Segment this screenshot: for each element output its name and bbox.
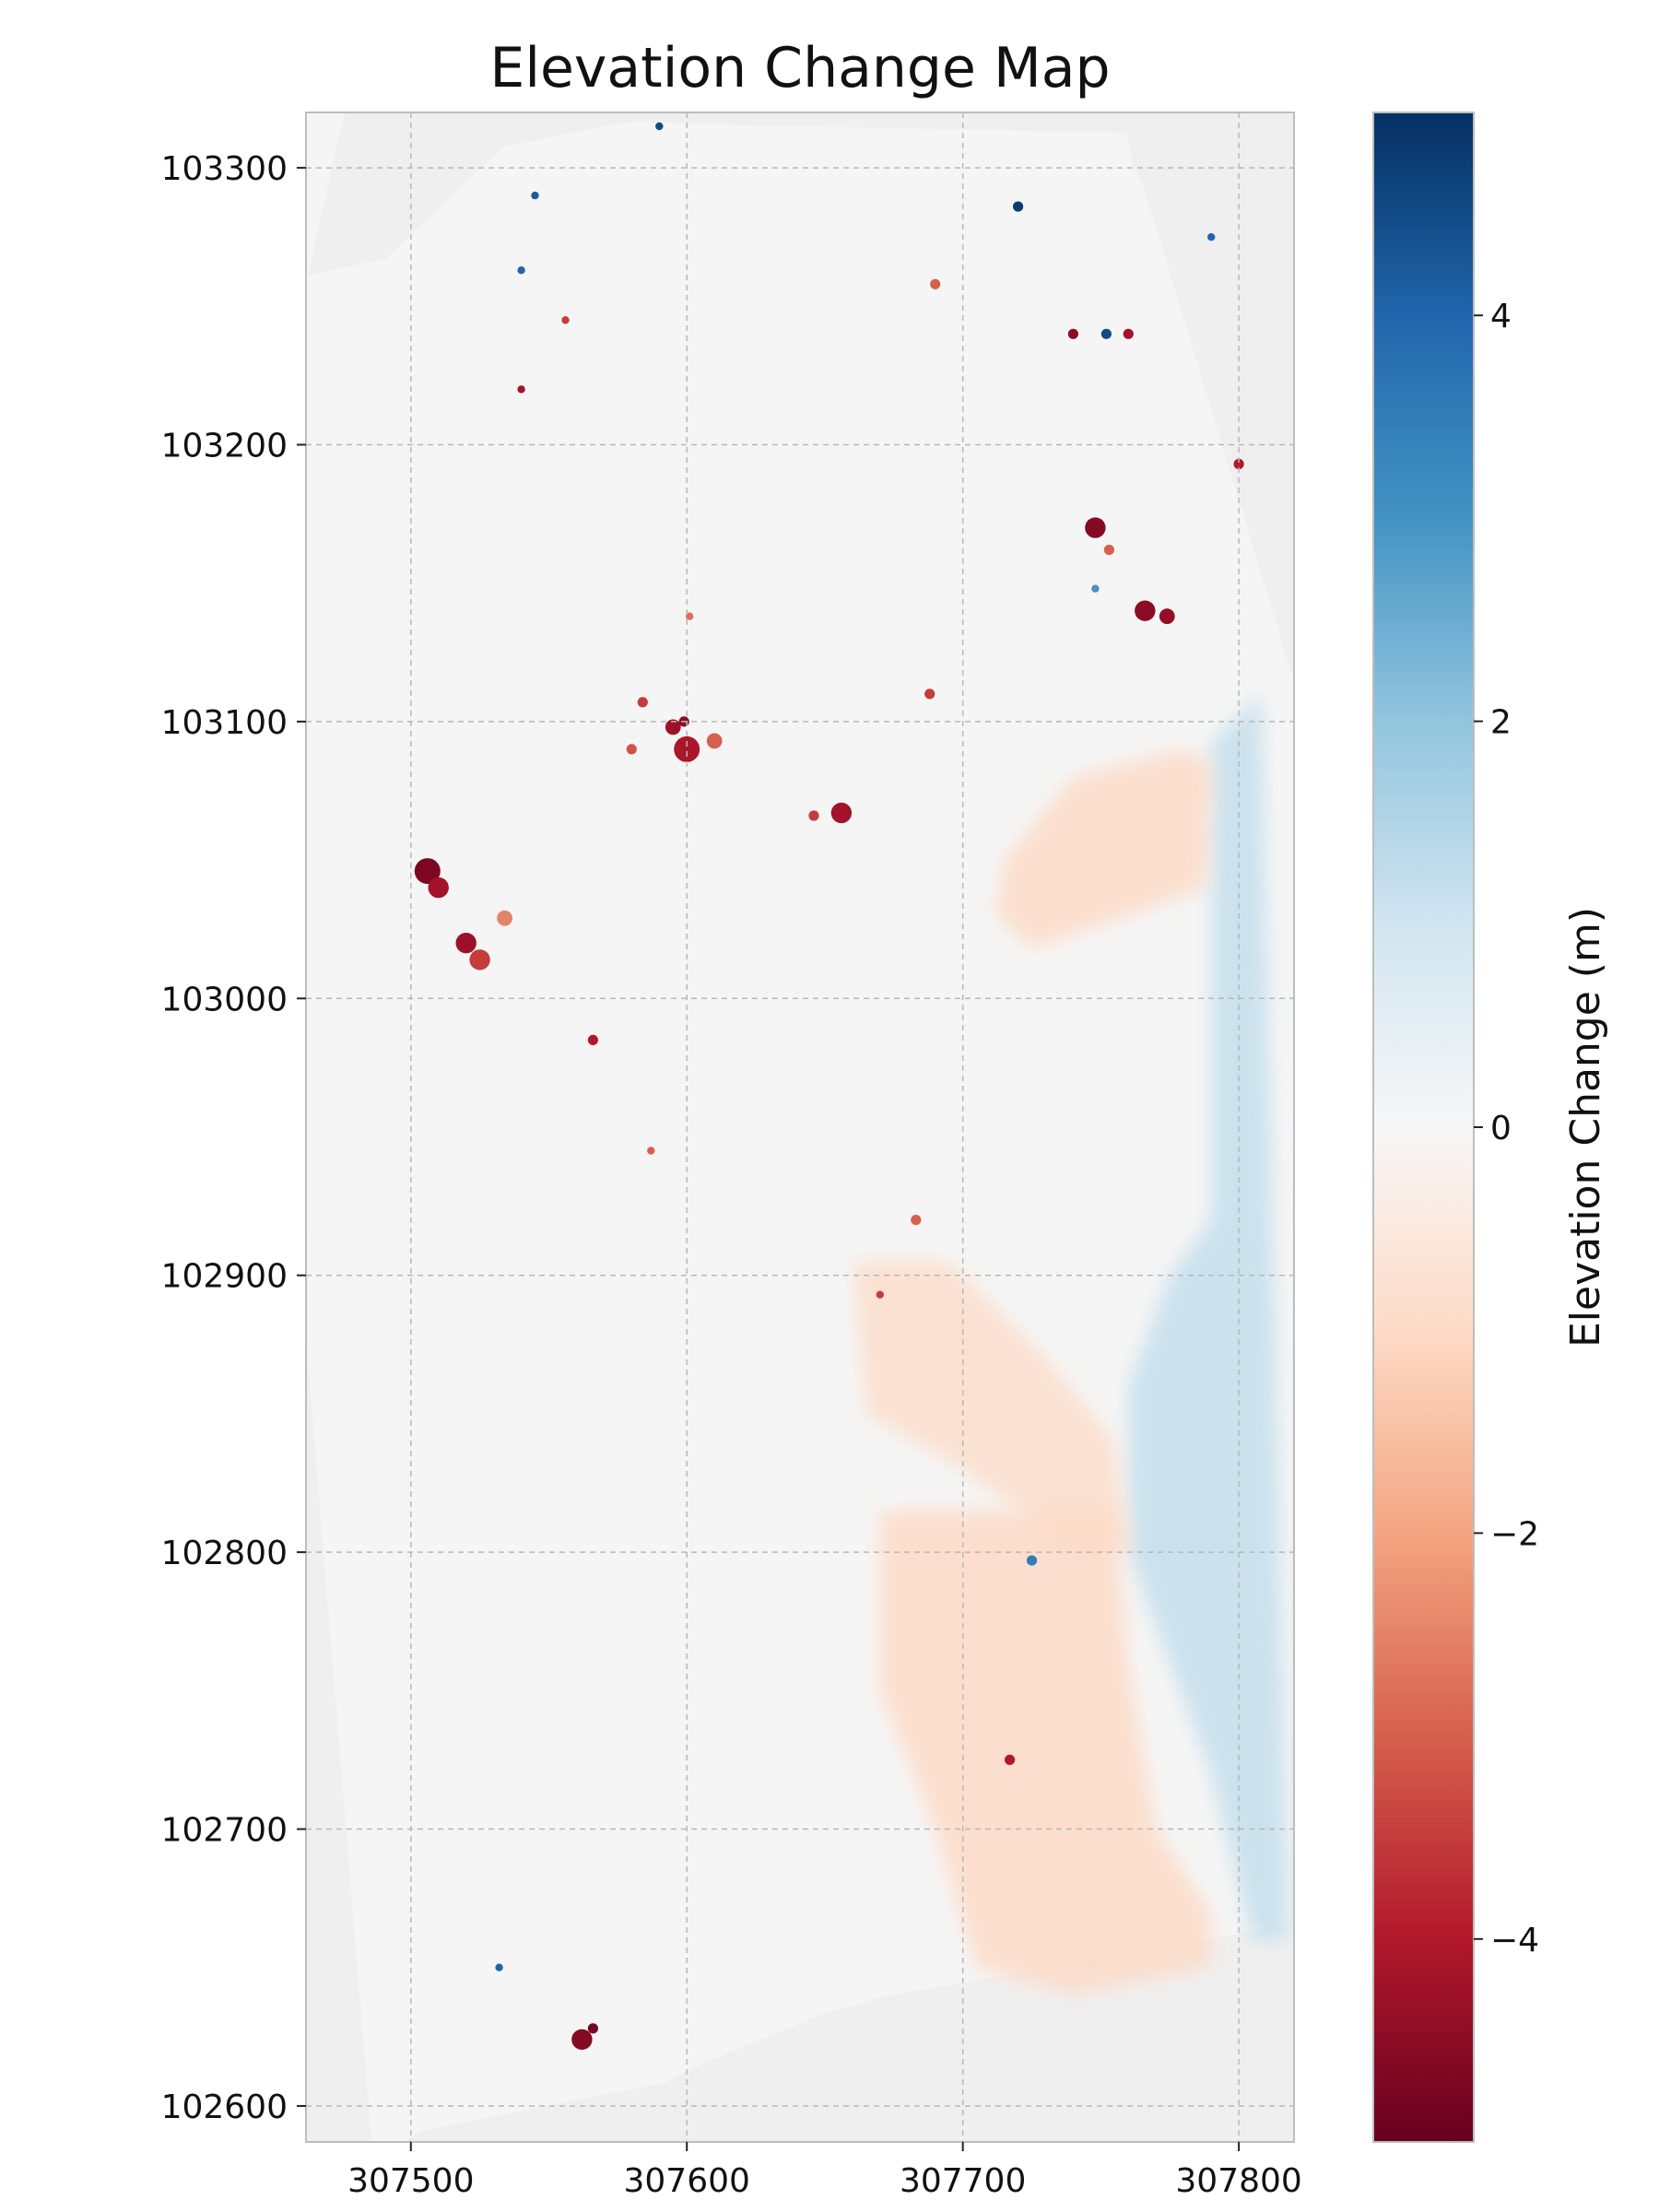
y-tick-label-102800: 102800 (161, 1535, 288, 1572)
plot-area (295, 96, 1294, 2162)
colorbar (1373, 112, 1474, 2142)
change-blob-29 (647, 1147, 654, 1154)
y-tick-label-103200: 103200 (161, 427, 288, 465)
colorbar-tick-label-2: 0 (1490, 1110, 1512, 1147)
colorbar-tick-label-3: 2 (1490, 704, 1512, 742)
change-blob-24 (1005, 1755, 1015, 1765)
change-blob-35 (1091, 585, 1099, 593)
y-tick-label-103000: 103000 (161, 981, 288, 1018)
y-tick-label-102900: 102900 (161, 1258, 288, 1296)
colorbar-tick-label-1: −2 (1490, 1515, 1539, 1553)
change-blob-11 (831, 803, 852, 823)
y-tick-label-103100: 103100 (161, 704, 288, 742)
change-blob-25 (877, 1291, 884, 1299)
y-tick-label-102600: 102600 (161, 2088, 288, 2126)
change-blob-38 (531, 192, 538, 199)
change-blob-36 (1207, 233, 1215, 241)
colorbar-ticks: −4 −2 0 2 4 (1474, 298, 1539, 1959)
change-blob-3 (469, 949, 489, 970)
change-blob-8 (707, 734, 723, 749)
change-blob-16 (1104, 545, 1114, 555)
change-blob-20 (930, 279, 940, 289)
colorbar-label: Elevation Change (m) (1562, 907, 1609, 1347)
change-blob-17 (571, 2030, 592, 2050)
change-blob-2 (456, 933, 477, 953)
x-tick-label-307600: 307600 (624, 2162, 750, 2200)
change-blob-18 (911, 1215, 921, 1225)
change-blob-22 (1124, 329, 1134, 339)
x-tick-label-307800: 307800 (1175, 2162, 1301, 2200)
y-tick-label-103300: 103300 (161, 150, 288, 188)
change-blob-37 (517, 266, 524, 274)
colorbar-tick-label-4: 4 (1490, 298, 1512, 335)
change-blob-27 (561, 316, 569, 324)
y-tick-label-102700: 102700 (161, 1812, 288, 1850)
change-blob-14 (1135, 601, 1155, 621)
change-blob-26 (517, 385, 524, 393)
x-tick-label-307700: 307700 (900, 2162, 1026, 2200)
change-blob-9 (627, 744, 637, 754)
change-blob-32 (1101, 329, 1112, 339)
change-blob-1 (429, 877, 449, 898)
change-blob-40 (495, 1964, 502, 1971)
change-blob-15 (1159, 608, 1175, 624)
change-blob-34 (1027, 1556, 1037, 1566)
change-blob-33 (1013, 202, 1023, 212)
change-blob-39 (655, 123, 663, 130)
x-tick-label-307500: 307500 (347, 2162, 474, 2200)
change-blob-21 (1068, 329, 1078, 339)
change-blob-10 (588, 1035, 598, 1045)
change-blob-28 (588, 2023, 598, 2033)
colorbar-tick-label-0: −4 (1490, 1922, 1539, 1959)
x-axis: 307500 307600 307700 307800 (347, 2142, 1302, 2200)
change-blob-12 (808, 810, 818, 820)
y-axis: 102600 102700 102800 102900 103000 103100 1032… (161, 150, 306, 2126)
change-blob-19 (924, 688, 935, 699)
change-blob-7 (674, 736, 700, 762)
change-blob-4 (497, 911, 512, 926)
change-blob-13 (1085, 517, 1105, 537)
change-blob-5 (638, 697, 648, 707)
chart-title: Elevation Change Map (489, 36, 1110, 100)
